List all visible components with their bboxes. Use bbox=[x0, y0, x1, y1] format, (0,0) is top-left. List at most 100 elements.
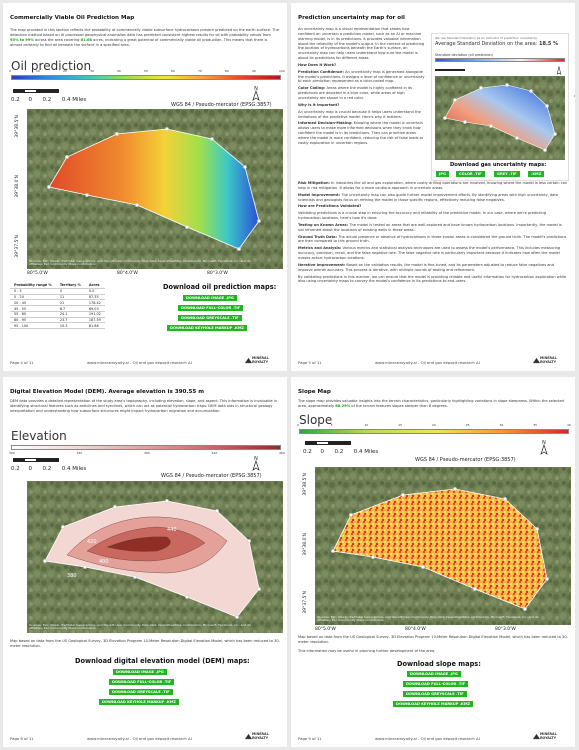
table-cell: 0 - 5 bbox=[10, 288, 56, 295]
download-jpg-button[interactable]: JPG bbox=[436, 171, 449, 178]
download-heading: Download gas uncertainty maps: bbox=[450, 162, 547, 168]
scale-tick-label: 40 bbox=[117, 69, 121, 73]
download-jpg-button[interactable]: DOWNLOAD IMAGE .JPG bbox=[183, 295, 237, 302]
page-uncertainty: Prediction uncertainty map for oil An un… bbox=[291, 3, 575, 371]
boundary-vertex bbox=[113, 505, 117, 509]
boundary-vertex bbox=[47, 185, 51, 189]
table-row: 80 - 95 23.7 187.59 bbox=[10, 317, 105, 324]
scale-tick-label: 80 bbox=[225, 69, 229, 73]
table-cell: 0 bbox=[55, 288, 85, 295]
elevation-map: 440 420 400 380 Sources: Esri, Maxar, Ea… bbox=[27, 481, 283, 633]
scale-bar-graphic bbox=[13, 457, 59, 462]
table-header: Territory % bbox=[55, 283, 85, 289]
table-cell: 10.3 bbox=[55, 322, 85, 330]
scale-tick-label: 420 bbox=[211, 451, 218, 455]
boundary-vertex bbox=[135, 203, 139, 207]
lon-label: 80°5.0'W bbox=[27, 271, 48, 276]
table-cell: 21 bbox=[55, 299, 85, 307]
lat-label: 39°37.5'N bbox=[303, 591, 308, 614]
scale-tick-label: 15 bbox=[398, 423, 403, 427]
north-arrow-icon: N bbox=[251, 85, 261, 103]
contour-label: 400 bbox=[99, 559, 109, 565]
download-kmz-button[interactable]: DOWNLOAD KEYHOLE MARKUP .KMZ bbox=[167, 325, 248, 332]
download-color-tif-button[interactable]: DOWNLOAD FULL-COLOR .TIF bbox=[109, 679, 175, 686]
table-cell: 81.68 bbox=[84, 322, 105, 330]
download-kmz-button[interactable]: DOWNLOAD KEYHOLE MARKUP .KMZ bbox=[393, 701, 474, 708]
scale-tick-label: 70 bbox=[198, 69, 202, 73]
planning-note: This information may be useful in planni… bbox=[298, 649, 436, 653]
footer-site: www.mineralroyalty.ai - Oil and gas depo… bbox=[87, 360, 192, 365]
boundary-vertex bbox=[65, 155, 69, 159]
svg-text:N: N bbox=[254, 86, 258, 92]
boundary-vertex bbox=[235, 615, 239, 619]
boundary-vertex bbox=[505, 83, 509, 87]
boundary-vertex bbox=[257, 587, 261, 591]
scale-tick-label: 30 bbox=[499, 423, 504, 427]
table-row: 45 - 55 8.7 69.03 bbox=[10, 305, 105, 312]
download-color-tif-button[interactable]: DOWNLOAD FULL-COLOR .TIF bbox=[403, 681, 469, 688]
svg-text:N: N bbox=[542, 440, 546, 446]
boundary-vertex bbox=[215, 509, 219, 513]
lat-label: 39°38.5'N bbox=[15, 115, 20, 138]
slope-map: Sources: Esri, Maxar, Earthstar Geograph… bbox=[315, 467, 571, 625]
footer-site: www.mineralroyalty.ai - Oil and gas depo… bbox=[375, 736, 480, 741]
table-row: 20 - 45 21 178.42 bbox=[10, 299, 105, 307]
scale-tick-label: 20 bbox=[63, 69, 67, 73]
scale-tick-label: 20 bbox=[432, 423, 436, 427]
scale-tick-label: 40 bbox=[567, 423, 571, 427]
map-attribution: Sources: Esri, Maxar, Earthstar Geograph… bbox=[29, 622, 251, 631]
download-heading: Download oil prediction maps: bbox=[163, 283, 277, 291]
scale-bar bbox=[305, 440, 351, 446]
boundary-vertex bbox=[165, 127, 169, 131]
lat-label: 39°38.0'N bbox=[303, 533, 308, 556]
boundary-vertex bbox=[453, 98, 457, 102]
download-jpg-button[interactable]: DOWNLOAD IMAGE .JPG bbox=[113, 669, 167, 676]
lon-label: 80°5.0'W bbox=[315, 627, 336, 632]
boundary-vertex bbox=[247, 539, 251, 543]
table-cell: 87.35 bbox=[84, 294, 105, 301]
highlight-probability: 95% to 99% bbox=[10, 37, 34, 42]
download-color-tif-button[interactable]: DOWNLOAD FULL-COLOR .TIF bbox=[178, 305, 244, 312]
boundary-vertex bbox=[515, 136, 519, 140]
download-kmz-button[interactable]: DOWNLOAD KEYHOLE MARKUP .KMZ bbox=[99, 699, 180, 706]
scale-tick-label: 25 bbox=[465, 423, 470, 427]
color-scale-bar bbox=[11, 75, 281, 80]
boundary-vertex bbox=[473, 587, 477, 591]
boundary-vertex bbox=[210, 137, 214, 141]
download-grey-tif-button[interactable]: DOWNLOAD GREYSCALE .TIF bbox=[109, 689, 173, 696]
download-jpg-button[interactable]: DOWNLOAD IMAGE .JPG bbox=[407, 671, 461, 678]
boundary-vertex bbox=[257, 219, 261, 223]
lon-label: 80°4.0'W bbox=[117, 271, 138, 276]
download-grey-tif-button[interactable]: GREY .TIF bbox=[494, 171, 520, 178]
boundary-vertex bbox=[185, 225, 189, 229]
page-elevation: Digital Elevation Model (DEM). Average e… bbox=[3, 377, 287, 747]
map-attribution: Sources: Esri, Maxar, Earthstar Geograph… bbox=[29, 258, 251, 267]
boundary-vertex bbox=[331, 549, 335, 553]
scale-bar-graphic bbox=[13, 88, 59, 93]
page-title: Commercially Viable Oil Prediction Map bbox=[10, 15, 135, 21]
contour-label: 420 bbox=[87, 539, 97, 545]
download-kmz-button[interactable]: .KMZ bbox=[528, 171, 545, 178]
data-source-note: Map based on data from the US Geological… bbox=[10, 639, 280, 648]
table-row: 95 - 100 10.3 81.68 bbox=[10, 322, 105, 330]
section-heading: How are Predictions Validated? bbox=[298, 204, 362, 209]
download-grey-tif-button[interactable]: DOWNLOAD GREYSCALE .TIF bbox=[178, 315, 242, 322]
boundary-vertex bbox=[545, 577, 549, 581]
boundary-vertex bbox=[371, 555, 375, 559]
section-heading: How Does it Work? bbox=[298, 62, 337, 67]
page-number: Page 4 of 11 bbox=[10, 360, 34, 365]
download-color-tif-button[interactable]: COLOR .TIF bbox=[456, 171, 485, 178]
scale-tick-label: 30 bbox=[90, 69, 94, 73]
page-oil-prediction: Commercially Viable Oil Prediction Map T… bbox=[3, 3, 287, 371]
data-source-note: Map based on data from the US Geological… bbox=[298, 635, 568, 644]
boundary-vertex bbox=[85, 193, 89, 197]
scale-bar-graphic bbox=[435, 68, 465, 72]
mineral-royalty-logo-icon: MINERAL ROYALTY bbox=[533, 733, 557, 740]
table-row: 0 - 5 0 0.0 bbox=[10, 288, 105, 295]
table-cell: 5 - 20 bbox=[10, 294, 56, 301]
boundary-vertex bbox=[83, 565, 87, 569]
download-grey-tif-button[interactable]: DOWNLOAD GREYSCALE .TIF bbox=[403, 691, 467, 698]
table-cell: 20 - 45 bbox=[10, 299, 56, 307]
boundary-vertex bbox=[43, 559, 47, 563]
footer-site: www.mineralroyalty.ai - Oil and gas depo… bbox=[87, 736, 192, 741]
